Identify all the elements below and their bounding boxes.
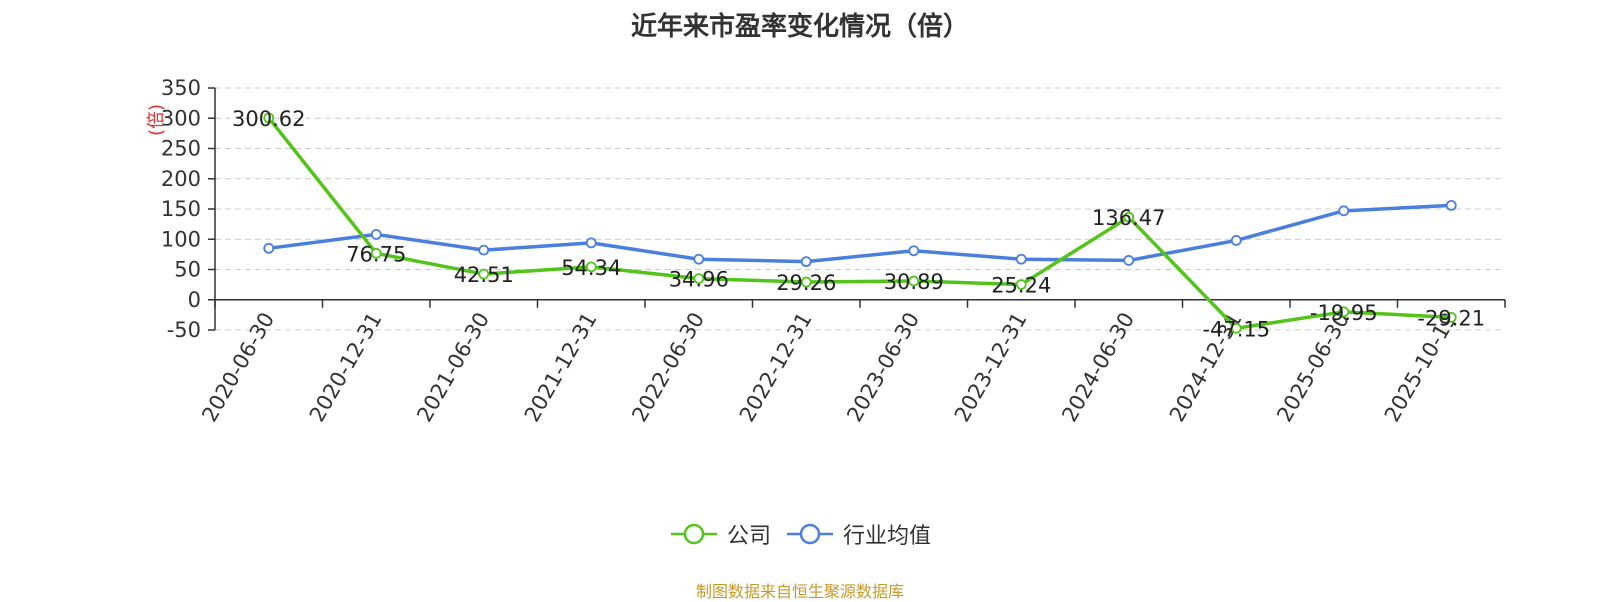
data-point bbox=[693, 253, 705, 265]
x-tick-label: 2022-06-30 bbox=[627, 308, 709, 426]
chart-title: 近年来市盈率变化情况（倍） bbox=[630, 12, 969, 42]
legend-marker-icon bbox=[670, 523, 717, 545]
data-point bbox=[1230, 322, 1242, 334]
data-point bbox=[1015, 279, 1027, 290]
data-point bbox=[478, 244, 490, 256]
y-tick-label: 150 bbox=[161, 197, 201, 221]
y-tick-label: 0 bbox=[188, 288, 201, 312]
y-tick-label: -50 bbox=[167, 318, 201, 342]
data-label: 76.75 bbox=[346, 242, 406, 266]
data-point bbox=[908, 275, 920, 287]
series-line-行业均值 bbox=[268, 203, 1452, 264]
data-point bbox=[693, 273, 705, 284]
grid-lines bbox=[215, 87, 1505, 331]
data-point bbox=[1123, 211, 1135, 223]
data-point bbox=[263, 112, 275, 124]
data-label: 29.26 bbox=[776, 271, 836, 295]
data-point bbox=[800, 256, 812, 268]
x-tick-label: 2021-06-30 bbox=[412, 308, 494, 426]
data-point bbox=[1123, 255, 1135, 266]
data-point bbox=[800, 276, 812, 288]
data-point bbox=[1338, 306, 1350, 318]
data-label: -29.21 bbox=[1417, 306, 1485, 330]
y-axis-title: (倍) bbox=[146, 104, 167, 136]
data-point bbox=[1015, 253, 1027, 265]
legend-marker-icon bbox=[787, 523, 833, 545]
data-point bbox=[478, 268, 490, 280]
x-tick-label: 2025-06-30 bbox=[1272, 308, 1354, 426]
x-tick-label: 2022-12-31 bbox=[735, 308, 817, 426]
data-label: 136.47 bbox=[1092, 206, 1165, 230]
x-tick-label: 2023-12-31 bbox=[950, 308, 1032, 426]
data-label: 300.62 bbox=[232, 107, 305, 131]
data-label: -19.95 bbox=[1310, 301, 1378, 325]
data-label: -47.15 bbox=[1202, 317, 1270, 341]
legend: 公司 行业均值 bbox=[0, 518, 1600, 550]
series-lines bbox=[263, 112, 1457, 334]
data-point bbox=[585, 261, 597, 273]
data-point bbox=[1445, 199, 1457, 211]
y-tick-label: 300 bbox=[161, 106, 201, 130]
legend-label: 公司 bbox=[726, 524, 771, 549]
y-tick-label: 200 bbox=[161, 167, 201, 191]
y-tick-label: 250 bbox=[161, 137, 201, 161]
data-label: 54.34 bbox=[561, 256, 621, 280]
data-point bbox=[263, 242, 275, 254]
legend-item[interactable]: 公司 bbox=[669, 518, 771, 550]
data-point bbox=[908, 245, 920, 257]
x-tick-label: 2024-06-30 bbox=[1057, 308, 1139, 426]
y-tick-label: 50 bbox=[174, 258, 201, 282]
x-tick-label: 2023-06-30 bbox=[842, 308, 924, 426]
data-point bbox=[585, 237, 597, 249]
y-tick-label: 100 bbox=[161, 227, 201, 251]
x-tick-label: 2020-12-31 bbox=[305, 308, 387, 426]
data-point bbox=[1338, 205, 1350, 217]
x-tick-label: 2020-06-30 bbox=[197, 308, 279, 426]
data-label: 30.89 bbox=[884, 270, 944, 294]
data-label: 25.24 bbox=[991, 273, 1051, 297]
data-point bbox=[1445, 312, 1457, 323]
data-label: 34.96 bbox=[669, 268, 729, 292]
legend-item[interactable]: 行业均值 bbox=[785, 518, 931, 550]
data-point bbox=[1230, 235, 1242, 246]
data-point bbox=[370, 229, 382, 240]
x-tick-label: 2021-12-31 bbox=[520, 308, 602, 426]
series-line-公司 bbox=[267, 116, 1452, 331]
data-point bbox=[370, 247, 382, 259]
data-label: 42.51 bbox=[454, 263, 514, 287]
y-tick-label: 350 bbox=[161, 76, 201, 100]
legend-label: 行业均值 bbox=[843, 524, 932, 549]
data-labels: 300.62 76.75 42.51 54.34 34.96 29.26 30.89 25.2… bbox=[232, 107, 1485, 341]
footer-source: 制图数据来自恒生聚源数据库 bbox=[695, 582, 904, 601]
